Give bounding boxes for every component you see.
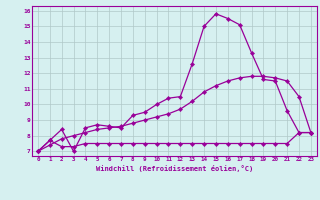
X-axis label: Windchill (Refroidissement éolien,°C): Windchill (Refroidissement éolien,°C) xyxy=(96,165,253,172)
